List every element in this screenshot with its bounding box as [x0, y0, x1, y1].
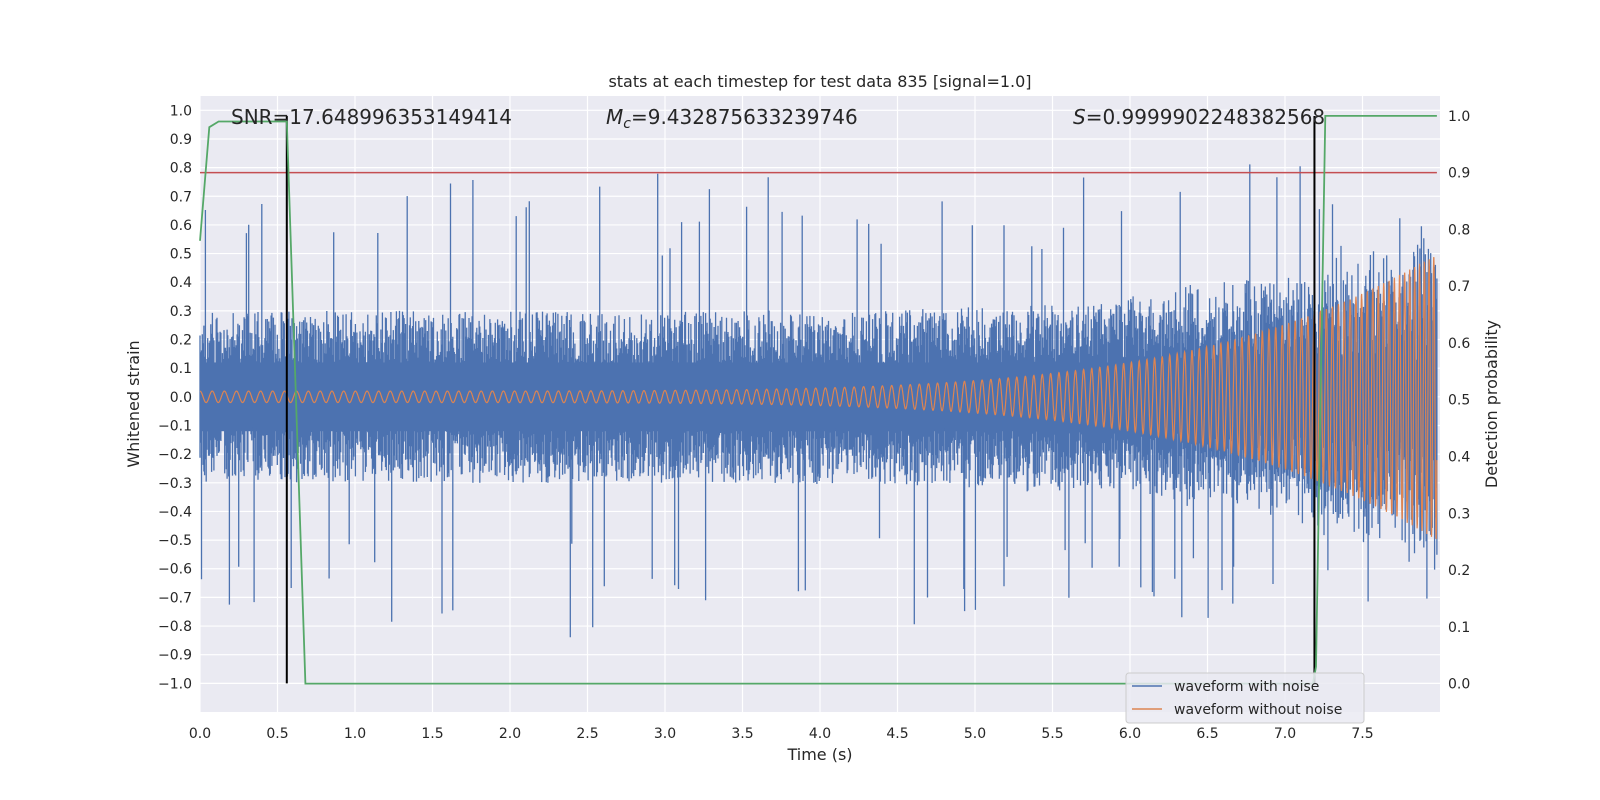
y-right-tick-label: 0.7 — [1448, 279, 1470, 295]
x-tick-label: 5.0 — [964, 726, 986, 742]
y-left-tick-label: −0.4 — [158, 504, 192, 520]
chart-title: stats at each timestep for test data 835… — [608, 72, 1031, 91]
chirp-mass-annotation: Mc=9.432875633239746 — [606, 105, 858, 132]
series-waveform-without-noise — [199, 256, 1438, 540]
chirp-trace — [199, 256, 1438, 540]
y-right-tick-labels: 1.0 0.9 0.8 0.7 0.6 0.5 0.4 0.3 0.2 0.1 0.0 — [1448, 109, 1470, 693]
x-tick-label: 4.5 — [886, 726, 908, 742]
legend: waveform with noise waveform without noi… — [1125, 672, 1365, 724]
legend-label-without-noise: waveform without noise — [1174, 702, 1342, 718]
x-tick-label: 0.5 — [266, 726, 288, 742]
y-left-tick-label: 0.0 — [170, 390, 192, 406]
x-tick-label: 1.0 — [344, 726, 366, 742]
detection-probability-line — [199, 115, 1437, 685]
significance-value: =0.9999902248382568 — [1086, 105, 1325, 129]
y-left-tick-label: −0.5 — [158, 533, 192, 549]
y-left-tick-label: 0.8 — [170, 161, 192, 177]
y-left-tick-label: 0.5 — [170, 247, 192, 263]
x-tick-label: 3.0 — [654, 726, 676, 742]
x-tick-label: 2.0 — [499, 726, 521, 742]
y-left-tick-label: 0.7 — [170, 189, 192, 205]
y-left-tick-label: −0.6 — [158, 562, 192, 578]
y-left-tick-label: 0.3 — [170, 304, 192, 320]
x-tick-label: 7.0 — [1274, 726, 1296, 742]
y-right-tick-label: 0.1 — [1448, 620, 1470, 636]
y-right-tick-label: 0.2 — [1448, 563, 1470, 579]
y-left-tick-labels: 1.0 0.9 0.8 0.7 0.6 0.5 0.4 0.3 0.2 0.1 0.0 −0.1 −0.… — [158, 103, 192, 692]
chirp-mass-subscript: c — [623, 116, 631, 132]
y-left-tick-label: −0.1 — [158, 418, 192, 434]
significance-symbol: S — [1073, 105, 1086, 129]
y-left-tick-label: 0.6 — [170, 218, 192, 234]
y-left-tick-label: 0.1 — [170, 361, 192, 377]
x-tick-label: 6.5 — [1196, 726, 1218, 742]
significance-annotation: S=0.9999902248382568 — [1073, 105, 1325, 129]
y-left-tick-label: 1.0 — [170, 103, 192, 119]
y-left-tick-label: −0.7 — [158, 590, 192, 606]
y-right-tick-label: 0.6 — [1448, 336, 1470, 352]
x-tick-label: 2.5 — [576, 726, 598, 742]
legend-label-with-noise: waveform with noise — [1174, 679, 1319, 695]
x-tick-label: 3.5 — [731, 726, 753, 742]
y-right-tick-label: 0.4 — [1448, 450, 1470, 466]
y-right-tick-label: 0.3 — [1448, 506, 1470, 522]
y-right-tick-label: 1.0 — [1448, 109, 1470, 125]
x-tick-label: 5.5 — [1041, 726, 1063, 742]
y-left-tick-label: −1.0 — [158, 676, 192, 692]
y-right-tick-label: 0.5 — [1448, 393, 1470, 409]
snr-annotation: SNR=17.648996353149414 — [231, 105, 512, 129]
x-tick-label: 4.0 — [809, 726, 831, 742]
x-tick-labels: 0.0 0.5 1.0 1.5 2.0 2.5 3.0 3.5 4.0 4.5 5.0 5.5 6.0 6… — [189, 726, 1374, 742]
y-left-tick-label: 0.2 — [170, 333, 192, 349]
x-tick-label: 1.5 — [421, 726, 443, 742]
x-tick-label: 6.0 — [1119, 726, 1141, 742]
y-left-tick-label: 0.4 — [170, 275, 192, 291]
y-axis-label-left: Whitened strain — [124, 340, 143, 467]
y-right-tick-label: 0.8 — [1448, 222, 1470, 238]
y-right-tick-label: 0.9 — [1448, 166, 1470, 182]
y-axis-label-right: Detection probability — [1482, 320, 1501, 488]
legend-box — [1125, 672, 1365, 724]
overlays — [199, 115, 1437, 685]
y-left-tick-label: −0.3 — [158, 476, 192, 492]
y-left-tick-label: −0.9 — [158, 648, 192, 664]
y-left-tick-label: 0.9 — [170, 132, 192, 148]
y-left-tick-label: −0.8 — [158, 619, 192, 635]
chirp-mass-symbol: M — [606, 105, 623, 129]
noise-trace — [199, 164, 1438, 638]
x-tick-label: 0.0 — [189, 726, 211, 742]
y-left-tick-label: −0.2 — [158, 447, 192, 463]
chirp-mass-value: =9.432875633239746 — [631, 105, 858, 129]
x-axis-label: Time (s) — [786, 745, 852, 764]
y-right-tick-label: 0.0 — [1448, 677, 1470, 693]
x-tick-label: 7.5 — [1351, 726, 1373, 742]
